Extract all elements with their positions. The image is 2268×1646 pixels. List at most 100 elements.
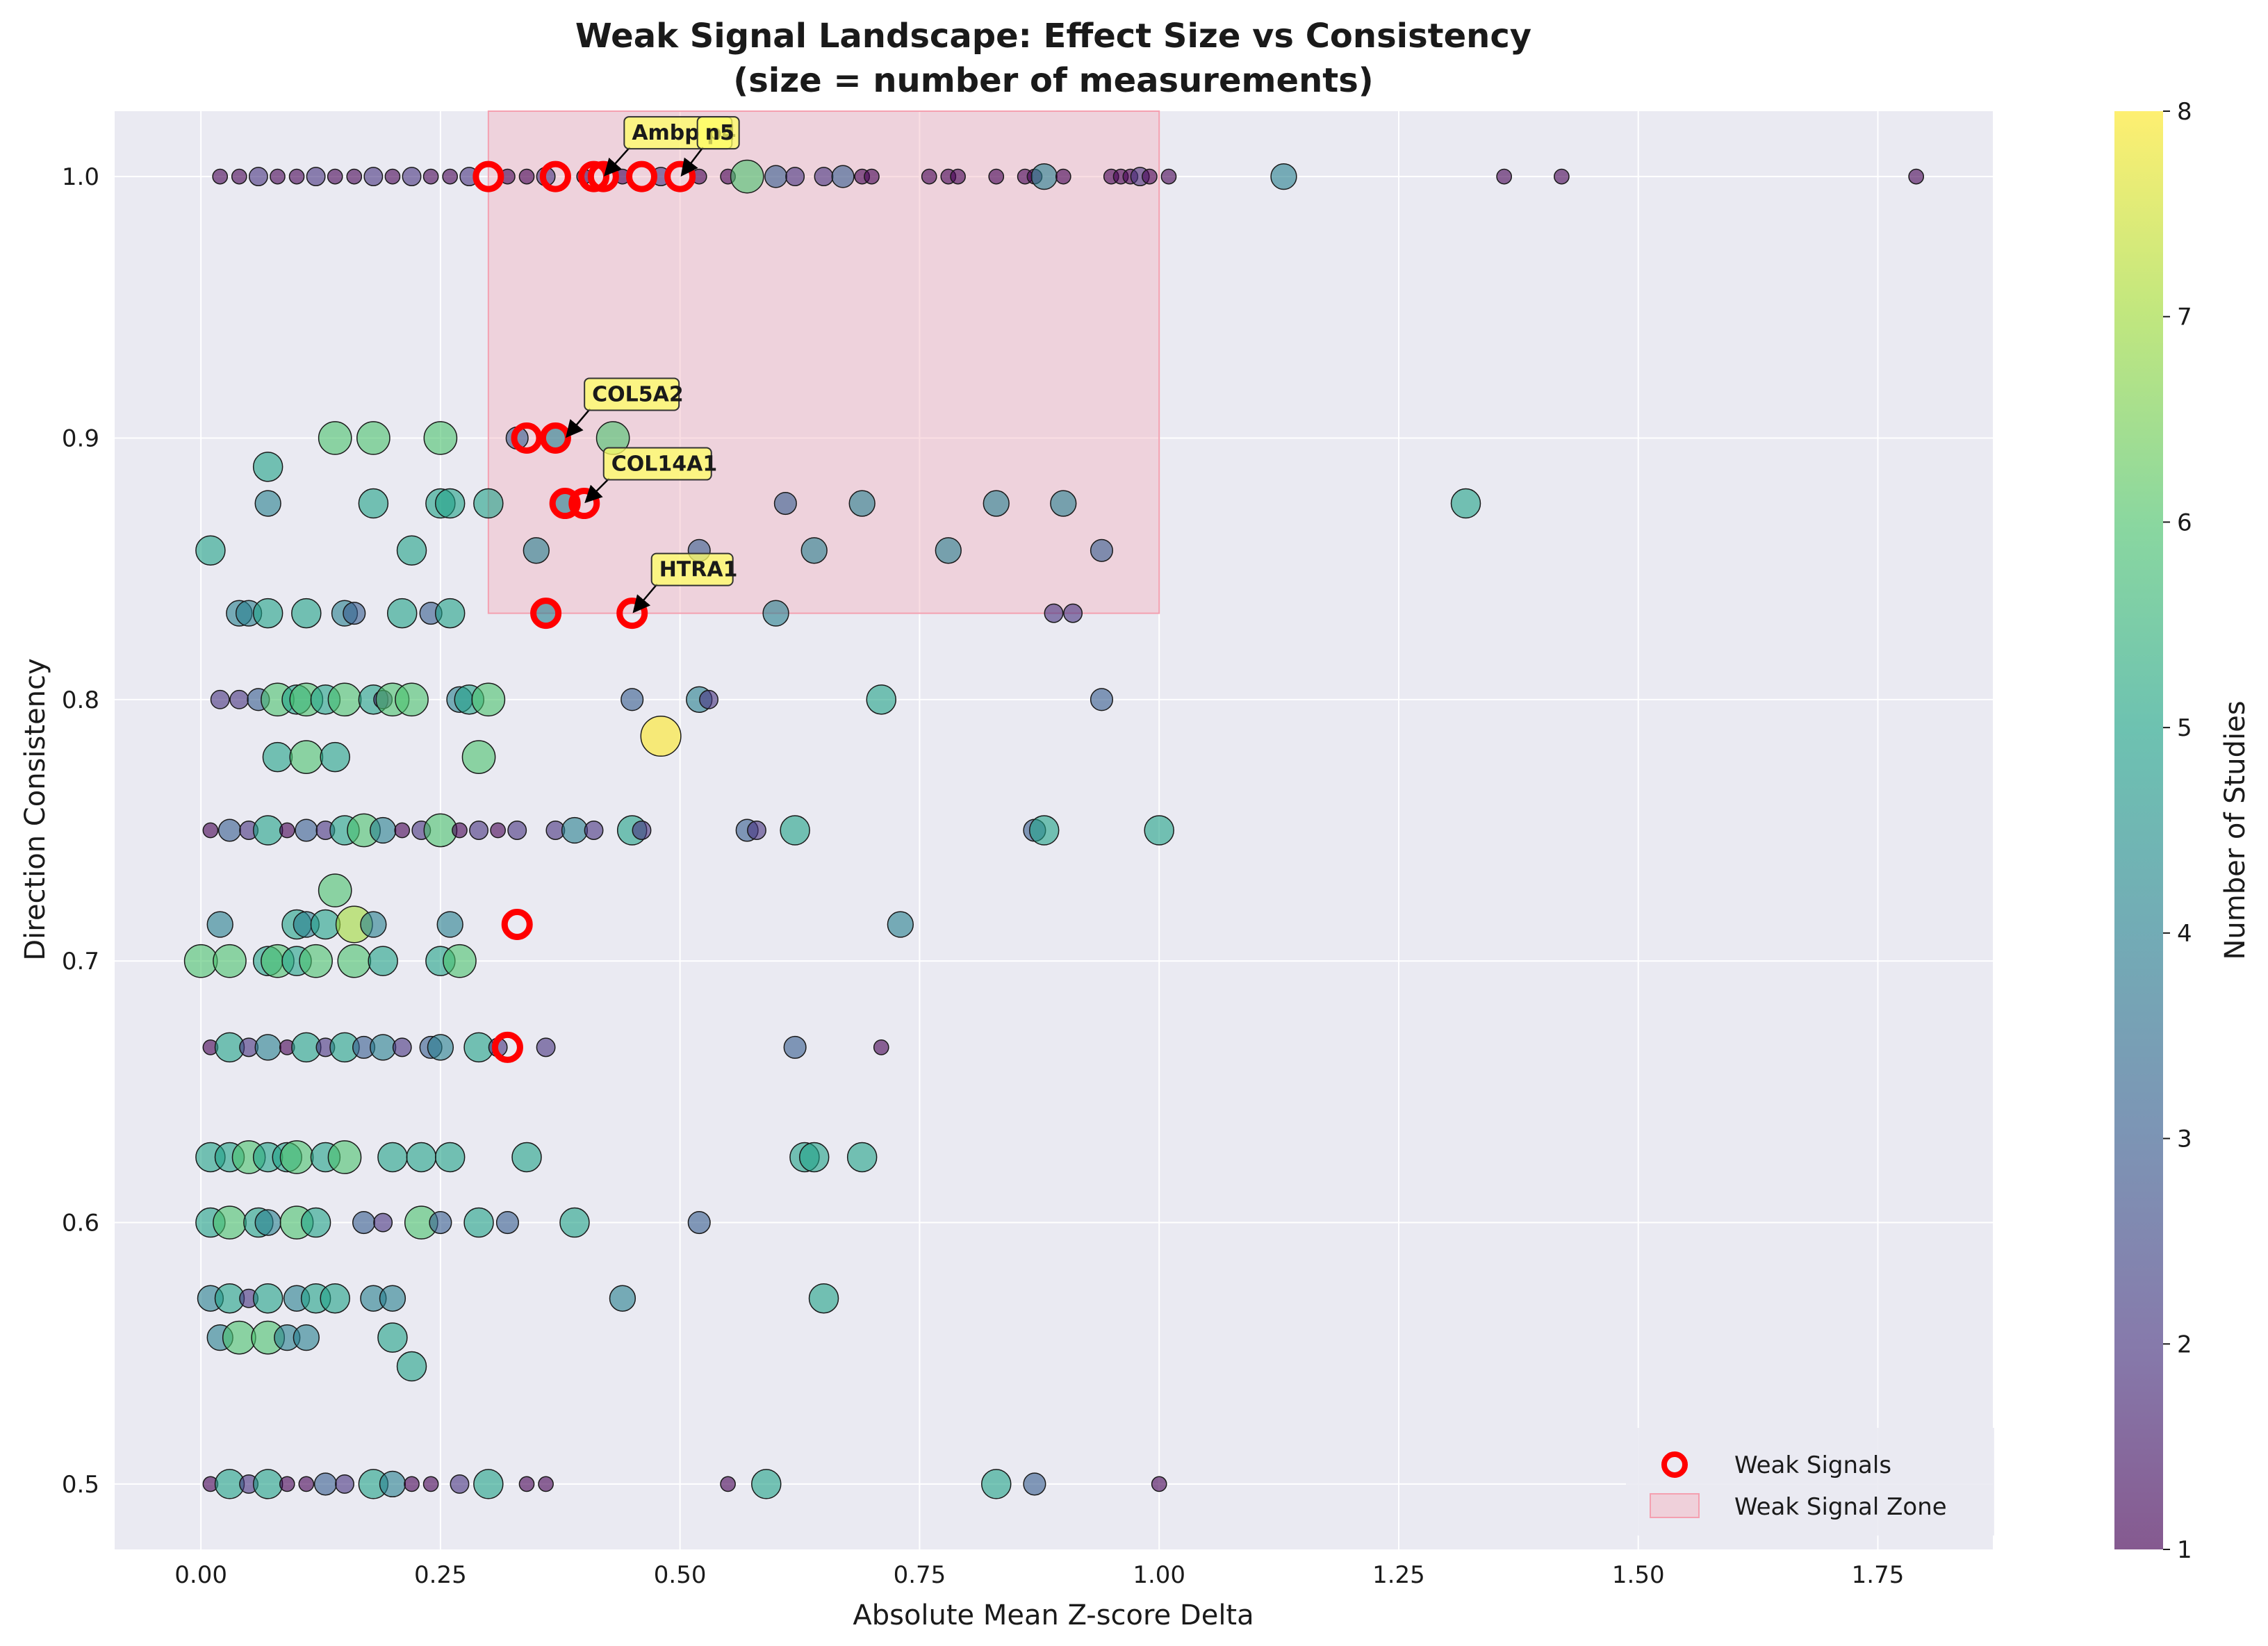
- annotation-label: COL5A2: [592, 382, 684, 406]
- data-point: [1055, 168, 1071, 185]
- data-point: [212, 168, 229, 185]
- data-point: [1908, 168, 1925, 185]
- colorbar-tick-label: 7: [2177, 304, 2192, 331]
- x-tick-label: 1.00: [1133, 1561, 1185, 1589]
- colorbar-gradient: [2114, 111, 2163, 1549]
- data-point: [1144, 815, 1174, 846]
- data-point: [229, 689, 249, 709]
- weak-signal-point: [549, 488, 581, 520]
- data-point: [254, 1209, 281, 1236]
- data-point: [195, 535, 226, 566]
- data-point: [369, 1034, 397, 1061]
- data-point: [873, 1039, 889, 1055]
- data-point: [751, 1469, 782, 1499]
- data-point: [640, 715, 682, 757]
- data-point: [279, 1476, 295, 1492]
- data-point: [360, 911, 387, 938]
- data-point: [254, 490, 281, 517]
- data-point: [404, 1476, 420, 1492]
- data-point: [434, 488, 466, 519]
- data-point: [434, 598, 466, 629]
- data-point: [373, 1212, 393, 1233]
- data-point: [288, 168, 305, 185]
- data-point: [222, 1320, 256, 1355]
- data-point: [427, 1034, 454, 1061]
- annotation-box: [650, 552, 734, 586]
- x-tick-label: 0.50: [654, 1561, 707, 1589]
- data-point: [831, 165, 855, 188]
- annotation-label: COL14A1: [611, 452, 717, 477]
- data-point: [584, 821, 604, 840]
- data-point: [921, 168, 937, 185]
- weak-signal-point: [664, 161, 696, 192]
- data-point: [422, 1476, 439, 1492]
- data-point: [1270, 163, 1297, 190]
- colorbar-tick-label: 5: [2177, 714, 2192, 742]
- data-point: [538, 1476, 554, 1492]
- data-point: [536, 1037, 556, 1057]
- data-point: [343, 602, 366, 625]
- data-point: [335, 1474, 354, 1494]
- data-point: [887, 911, 914, 938]
- data-point: [452, 822, 468, 839]
- data-point: [808, 1283, 839, 1314]
- data-point: [337, 944, 372, 978]
- data-point: [396, 535, 427, 566]
- data-point: [295, 818, 318, 842]
- data-point: [1151, 1476, 1167, 1492]
- y-tick-label: 1.0: [62, 163, 99, 191]
- data-point: [206, 911, 233, 938]
- data-point: [518, 168, 535, 185]
- data-point: [434, 1142, 466, 1173]
- data-point: [864, 168, 880, 185]
- data-point: [559, 1207, 590, 1238]
- data-point: [406, 1142, 437, 1173]
- legend-zone-swatch: [1650, 1493, 1700, 1518]
- data-point: [379, 1285, 406, 1312]
- data-point: [511, 1142, 542, 1173]
- annotation-arrow: [680, 147, 704, 177]
- annotation-label: n5: [705, 121, 734, 145]
- annotation-arrow: [565, 408, 591, 438]
- data-point: [773, 491, 797, 516]
- data-point: [1030, 163, 1058, 190]
- data-point: [983, 490, 1010, 517]
- data-point: [327, 682, 362, 717]
- data-point: [318, 873, 352, 907]
- colorbar: 1 2 3 4 5 6 7 8 Number of Studies: [2114, 98, 2251, 1564]
- weak-signal-points: [472, 161, 696, 1063]
- legend-weak-signal-marker: [1661, 1451, 1688, 1478]
- data-point: [632, 821, 652, 840]
- x-tick-label: 1.25: [1372, 1561, 1425, 1589]
- data-point: [1044, 603, 1064, 623]
- y-tick-label: 0.6: [62, 1210, 99, 1237]
- annotation-box: [584, 377, 680, 411]
- data-point: [313, 1472, 337, 1496]
- weak-signal-point: [616, 598, 648, 629]
- data-point: [800, 537, 828, 564]
- data-point: [262, 741, 293, 773]
- data-point: [202, 822, 219, 839]
- data-point: [270, 168, 286, 185]
- data-point: [473, 1469, 504, 1499]
- data-point: [436, 911, 463, 938]
- annotation-box: [602, 447, 712, 481]
- colorbar-tick-label: 2: [2177, 1331, 2192, 1358]
- data-point: [346, 168, 363, 185]
- data-point: [866, 684, 897, 715]
- data-point: [747, 821, 766, 840]
- data-point: [443, 944, 477, 978]
- data-point: [352, 1210, 376, 1235]
- data-point: [762, 600, 789, 627]
- colorbar-tick-label: 8: [2177, 98, 2192, 126]
- data-point: [1142, 168, 1158, 185]
- data-point: [394, 822, 411, 839]
- data-point: [210, 689, 230, 709]
- data-point: [306, 167, 326, 187]
- x-axis-label: Absolute Mean Z-score Delta: [853, 1599, 1254, 1631]
- data-point: [377, 1322, 408, 1353]
- data-point: [988, 168, 1005, 185]
- data-point: [609, 1285, 636, 1312]
- data-point: [248, 167, 268, 187]
- colorbar-label: Number of Studies: [2219, 700, 2251, 960]
